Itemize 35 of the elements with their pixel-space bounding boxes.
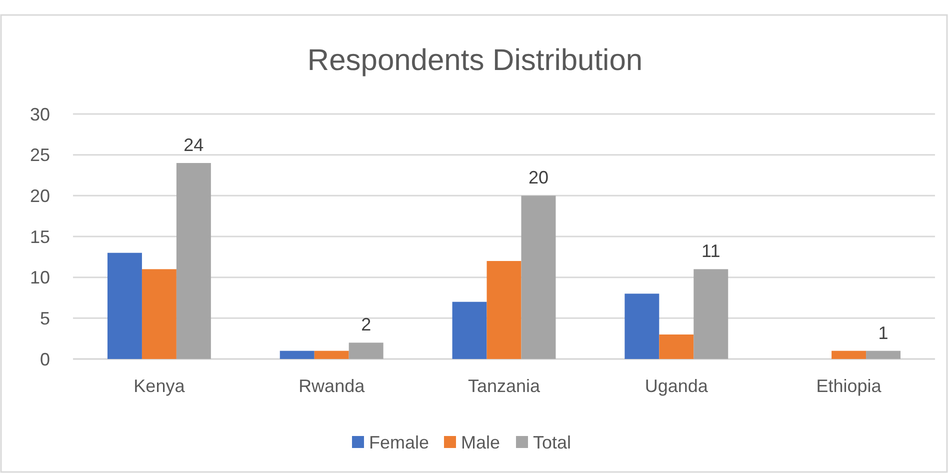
bar xyxy=(521,196,556,359)
data-label: 20 xyxy=(528,168,548,188)
data-label: 11 xyxy=(702,241,720,262)
data-label: 2 xyxy=(361,314,372,335)
y-tick-label: 25 xyxy=(30,145,50,166)
y-tick-label: 0 xyxy=(40,349,50,370)
x-tick-label: Kenya xyxy=(134,376,186,396)
bar xyxy=(107,252,142,359)
bar xyxy=(452,302,487,359)
y-tick-label: 20 xyxy=(30,186,50,206)
x-tick-label: Ethiopia xyxy=(816,376,882,396)
bar xyxy=(659,334,694,359)
legend-label: Male xyxy=(461,432,500,452)
data-label: 24 xyxy=(184,135,204,155)
y-tick-label: 5 xyxy=(40,308,50,328)
bar xyxy=(486,261,522,359)
x-tick-label: Tanzania xyxy=(468,376,542,396)
legend-label: Total xyxy=(533,432,572,452)
y-tick-label: 10 xyxy=(30,268,50,288)
y-tick-label: 30 xyxy=(30,104,50,124)
bar xyxy=(348,342,384,359)
legend-label: Female xyxy=(369,432,430,452)
chart-title: Respondents Distribution xyxy=(307,44,643,77)
data-label: 1 xyxy=(878,322,888,343)
bar xyxy=(142,269,176,359)
x-tick-label: Uganda xyxy=(644,376,709,396)
y-tick-label: 15 xyxy=(30,226,50,247)
bar xyxy=(866,350,901,359)
bar xyxy=(280,350,314,359)
x-tick-label: Rwanda xyxy=(298,376,366,396)
bar xyxy=(694,269,728,359)
bar xyxy=(624,294,660,359)
bar xyxy=(832,350,866,359)
bar xyxy=(176,163,211,359)
bar xyxy=(314,350,349,359)
